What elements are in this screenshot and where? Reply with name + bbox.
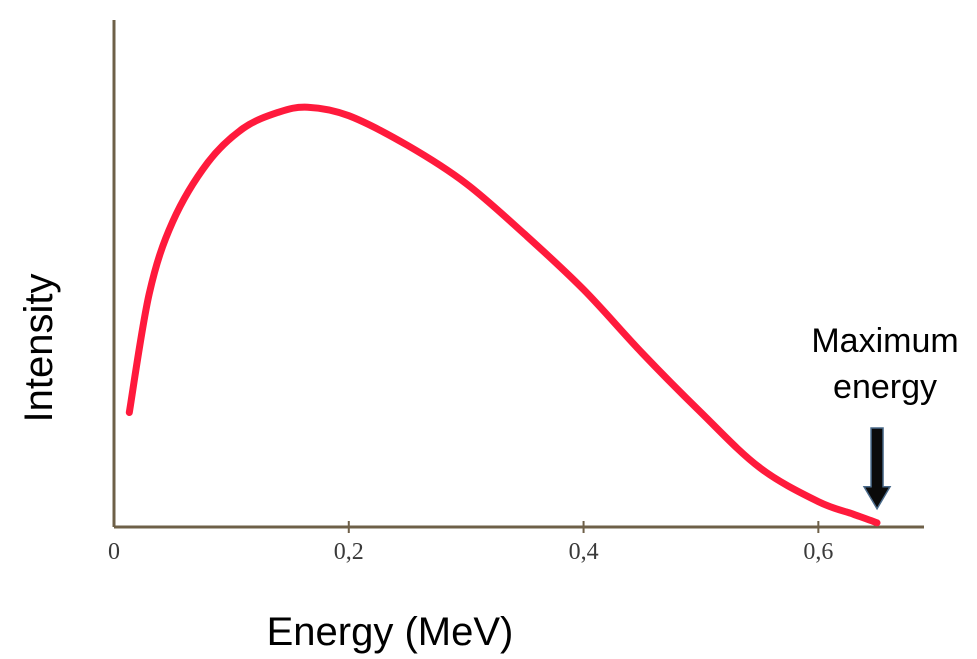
- annotation-line: Maximum: [811, 322, 958, 360]
- y-axis-title: Intensity: [17, 274, 61, 423]
- x-ticks: [347, 521, 820, 533]
- x-tick-label: 0: [108, 539, 120, 565]
- x-tick-label: 0,4: [569, 539, 599, 565]
- annotation-line: energy: [833, 368, 937, 406]
- max-energy-annotation: Maximum energy: [811, 322, 959, 511]
- series-line: [125, 103, 881, 527]
- down-arrow-icon: [862, 427, 892, 511]
- x-tick-labels: 0 0,2 0,4 0,6: [108, 539, 833, 565]
- x-axis-title: Energy (MeV): [267, 610, 514, 654]
- x-tick-label: 0,6: [803, 539, 833, 565]
- annotation-label: Maximum energy: [811, 322, 958, 406]
- x-tick-label: 0,2: [334, 539, 364, 565]
